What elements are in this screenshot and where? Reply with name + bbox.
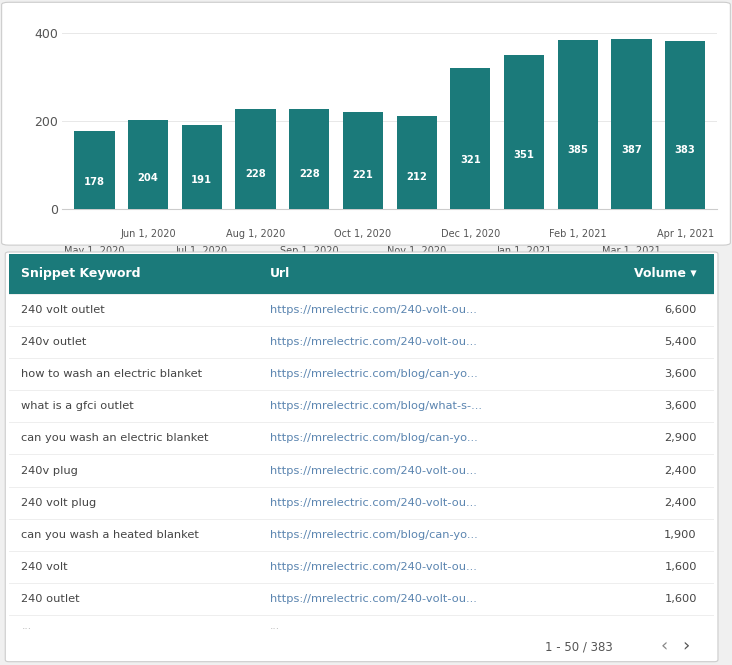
Text: Sep 1, 2020: Sep 1, 2020 — [280, 245, 339, 255]
Text: Jan 1, 2021: Jan 1, 2021 — [496, 245, 552, 255]
Text: https://mrelectric.com/blog/can-yo...: https://mrelectric.com/blog/can-yo... — [270, 369, 477, 379]
Text: https://mrelectric.com/blog/can-yo...: https://mrelectric.com/blog/can-yo... — [270, 434, 477, 444]
Text: ›: › — [682, 638, 690, 656]
Text: 387: 387 — [621, 145, 642, 155]
Bar — [665, 41, 705, 209]
Bar — [75, 131, 115, 209]
Text: Apr 1, 2021: Apr 1, 2021 — [657, 229, 714, 239]
Text: can you wash a heated blanket: can you wash a heated blanket — [21, 530, 199, 540]
Text: 212: 212 — [406, 172, 427, 182]
Text: 351: 351 — [514, 150, 534, 160]
Text: https://mrelectric.com/240-volt-ou...: https://mrelectric.com/240-volt-ou... — [270, 562, 477, 572]
FancyBboxPatch shape — [5, 252, 718, 662]
Text: 240v outlet: 240v outlet — [21, 337, 87, 347]
Text: 1,600: 1,600 — [665, 594, 697, 604]
Text: Feb 1, 2021: Feb 1, 2021 — [549, 229, 607, 239]
Text: 6,600: 6,600 — [665, 305, 697, 315]
Text: 385: 385 — [567, 145, 589, 155]
Text: 2,400: 2,400 — [665, 465, 697, 475]
Text: ‹: ‹ — [661, 638, 668, 656]
Text: 191: 191 — [191, 175, 212, 185]
Text: https://mrelectric.com/blog/can-yo...: https://mrelectric.com/blog/can-yo... — [270, 530, 477, 540]
Text: Jul 1, 2020: Jul 1, 2020 — [176, 245, 228, 255]
Text: Snippet Keyword: Snippet Keyword — [21, 267, 141, 281]
Text: May 1, 2020: May 1, 2020 — [64, 245, 124, 255]
Text: can you wash an electric blanket: can you wash an electric blanket — [21, 434, 209, 444]
Text: 3,600: 3,600 — [665, 369, 697, 379]
Bar — [450, 68, 490, 209]
Text: 204: 204 — [138, 173, 159, 183]
Text: 240 volt plug: 240 volt plug — [21, 497, 97, 507]
Text: Dec 1, 2020: Dec 1, 2020 — [441, 229, 500, 239]
Text: 5,400: 5,400 — [665, 337, 697, 347]
Text: 240 volt: 240 volt — [21, 562, 68, 572]
Text: 228: 228 — [299, 170, 320, 180]
Text: 178: 178 — [84, 177, 105, 187]
Text: Oct 1, 2020: Oct 1, 2020 — [335, 229, 392, 239]
Bar — [128, 120, 168, 209]
Text: https://mrelectric.com/240-volt-ou...: https://mrelectric.com/240-volt-ou... — [270, 465, 477, 475]
Bar — [289, 109, 329, 209]
Text: 240v plug: 240v plug — [21, 465, 78, 475]
Text: Url: Url — [270, 267, 290, 281]
Text: how to wash an electric blanket: how to wash an electric blanket — [21, 369, 203, 379]
Text: ...: ... — [21, 622, 31, 632]
Bar — [611, 39, 651, 209]
Text: https://mrelectric.com/240-volt-ou...: https://mrelectric.com/240-volt-ou... — [270, 594, 477, 604]
Text: 383: 383 — [675, 146, 695, 156]
Bar — [343, 112, 383, 209]
Text: 3,600: 3,600 — [665, 401, 697, 411]
Text: https://mrelectric.com/240-volt-ou...: https://mrelectric.com/240-volt-ou... — [270, 337, 477, 347]
Text: 321: 321 — [460, 155, 481, 165]
Text: https://mrelectric.com/240-volt-ou...: https://mrelectric.com/240-volt-ou... — [270, 305, 477, 315]
Text: Mar 1, 2021: Mar 1, 2021 — [602, 245, 661, 255]
Text: 221: 221 — [353, 170, 373, 180]
Text: Jun 1, 2020: Jun 1, 2020 — [120, 229, 176, 239]
Text: 1,600: 1,600 — [665, 562, 697, 572]
Text: what is a gfci outlet: what is a gfci outlet — [21, 401, 134, 411]
Bar — [397, 116, 437, 209]
Text: Aug 1, 2020: Aug 1, 2020 — [226, 229, 285, 239]
Text: 1,900: 1,900 — [664, 530, 697, 540]
Text: https://mrelectric.com/blog/what-s-...: https://mrelectric.com/blog/what-s-... — [270, 401, 482, 411]
Bar — [558, 40, 598, 209]
Text: 240 volt outlet: 240 volt outlet — [21, 305, 105, 315]
Text: Volume ▾: Volume ▾ — [634, 267, 697, 281]
Text: 228: 228 — [245, 170, 266, 180]
Text: Nov 1, 2020: Nov 1, 2020 — [387, 245, 447, 255]
Text: https://mrelectric.com/240-volt-ou...: https://mrelectric.com/240-volt-ou... — [270, 497, 477, 507]
Text: 2,400: 2,400 — [665, 497, 697, 507]
Text: 2,900: 2,900 — [665, 434, 697, 444]
Bar — [182, 125, 222, 209]
FancyBboxPatch shape — [1, 2, 731, 245]
Text: 1 - 50 / 383: 1 - 50 / 383 — [545, 640, 613, 653]
Bar — [504, 55, 544, 209]
Text: ...: ... — [270, 622, 280, 632]
Bar — [9, 254, 714, 294]
Text: 240 outlet: 240 outlet — [21, 594, 80, 604]
Bar — [236, 109, 276, 209]
